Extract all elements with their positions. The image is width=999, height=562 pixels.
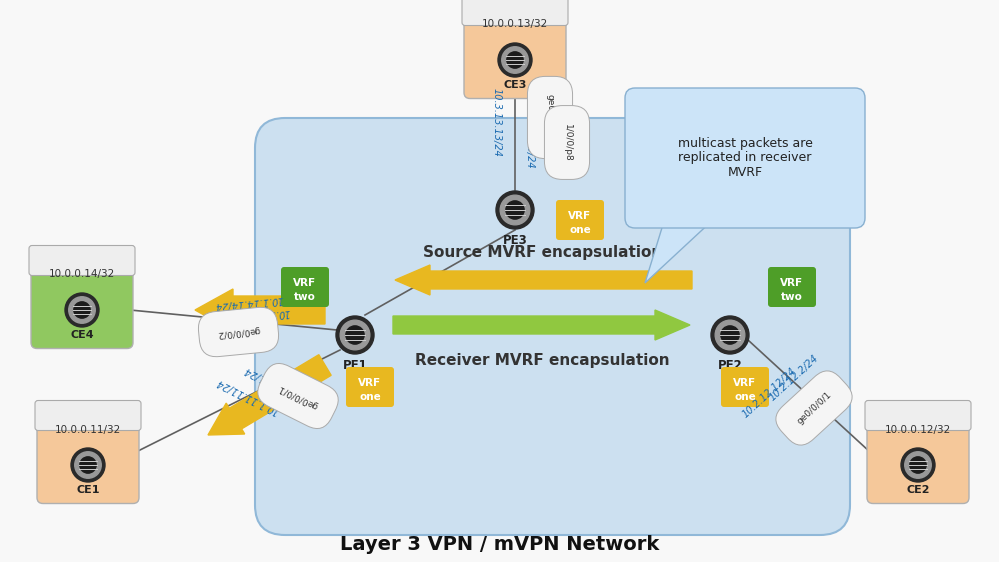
Text: one: one	[734, 392, 756, 402]
FancyBboxPatch shape	[721, 367, 769, 407]
Circle shape	[905, 452, 931, 478]
Text: ge0/0/0/2: ge0/0/0/2	[217, 325, 261, 338]
Circle shape	[341, 320, 370, 350]
FancyArrow shape	[195, 289, 325, 331]
FancyBboxPatch shape	[865, 401, 971, 430]
Text: CE4: CE4	[70, 330, 94, 340]
Text: CE2: CE2	[906, 485, 930, 495]
Circle shape	[346, 326, 364, 344]
Text: CE3: CE3	[503, 80, 526, 90]
Text: VRF: VRF	[294, 278, 317, 288]
Text: Source MVRF encapsulation: Source MVRF encapsulation	[423, 244, 662, 260]
FancyArrow shape	[395, 265, 692, 295]
Text: ge0/0/0/1: ge0/0/0/1	[277, 382, 320, 410]
Circle shape	[65, 293, 99, 327]
Text: PE1: PE1	[343, 359, 368, 372]
FancyBboxPatch shape	[462, 0, 568, 25]
Text: Layer 3 VPN / mVPN Network: Layer 3 VPN / mVPN Network	[340, 534, 659, 554]
Text: VRF: VRF	[568, 211, 591, 221]
Text: VRF: VRF	[733, 378, 756, 388]
Circle shape	[910, 457, 926, 473]
FancyArrow shape	[208, 355, 331, 435]
FancyBboxPatch shape	[346, 367, 394, 407]
Text: multicast packets are
replicated in receiver
MVRF: multicast packets are replicated in rece…	[677, 137, 812, 179]
Circle shape	[75, 452, 101, 478]
Text: one: one	[569, 225, 590, 235]
Circle shape	[901, 448, 935, 482]
Circle shape	[69, 297, 95, 323]
Text: CE1: CE1	[76, 485, 100, 495]
Text: 10.1.14.1/24: 10.1.14.1/24	[227, 307, 290, 323]
FancyBboxPatch shape	[281, 267, 329, 307]
Text: 1/0/0/p8: 1/0/0/p8	[562, 124, 571, 161]
Text: 10.0.0.12/32: 10.0.0.12/32	[885, 424, 951, 434]
FancyArrow shape	[393, 310, 690, 340]
Text: two: two	[294, 292, 316, 302]
FancyBboxPatch shape	[31, 261, 133, 348]
Text: VRF: VRF	[780, 278, 803, 288]
Circle shape	[506, 52, 523, 68]
Text: Receiver MVRF encapsulation: Receiver MVRF encapsulation	[416, 352, 669, 368]
FancyBboxPatch shape	[625, 88, 865, 228]
Text: ge0/0/0/1: ge0/0/0/1	[795, 390, 833, 426]
Circle shape	[496, 191, 534, 229]
FancyBboxPatch shape	[556, 200, 604, 240]
Text: 10.2.12.12/24: 10.2.12.12/24	[740, 366, 798, 420]
Text: 10.3.13.3/24: 10.3.13.3/24	[525, 106, 535, 169]
Text: 10.1.11.11/24: 10.1.11.11/24	[215, 376, 281, 416]
FancyBboxPatch shape	[867, 416, 969, 504]
Text: ge0/0/0g8: ge0/0/0g8	[545, 94, 554, 140]
Circle shape	[80, 457, 96, 473]
Circle shape	[711, 316, 749, 354]
Text: 10.0.0.11/32: 10.0.0.11/32	[55, 424, 121, 434]
FancyBboxPatch shape	[29, 246, 135, 275]
FancyBboxPatch shape	[35, 401, 141, 430]
Circle shape	[71, 448, 105, 482]
Text: 10.1.14.14/24: 10.1.14.14/24	[214, 294, 284, 310]
Text: 10.0.0.14/32: 10.0.0.14/32	[49, 270, 115, 279]
Text: two: two	[781, 292, 803, 302]
Text: one: one	[359, 392, 381, 402]
Circle shape	[721, 326, 739, 344]
Text: VRF: VRF	[359, 378, 382, 388]
Text: PE2: PE2	[717, 359, 742, 372]
Circle shape	[498, 43, 532, 77]
Text: 10.2.12.2/24: 10.2.12.2/24	[767, 353, 820, 403]
Text: PE3: PE3	[502, 234, 527, 247]
Text: 10.3.13.13/24: 10.3.13.13/24	[492, 88, 502, 157]
Circle shape	[500, 195, 529, 225]
FancyBboxPatch shape	[37, 416, 139, 504]
Text: 10.1.11.1/24: 10.1.11.1/24	[243, 365, 304, 401]
Circle shape	[74, 302, 90, 318]
Polygon shape	[645, 218, 715, 283]
Circle shape	[715, 320, 745, 350]
FancyBboxPatch shape	[464, 11, 566, 98]
FancyBboxPatch shape	[255, 118, 850, 535]
Circle shape	[336, 316, 374, 354]
Circle shape	[505, 201, 524, 219]
Circle shape	[501, 47, 528, 73]
Text: 10.0.0.13/32: 10.0.0.13/32	[482, 20, 548, 29]
FancyBboxPatch shape	[768, 267, 816, 307]
